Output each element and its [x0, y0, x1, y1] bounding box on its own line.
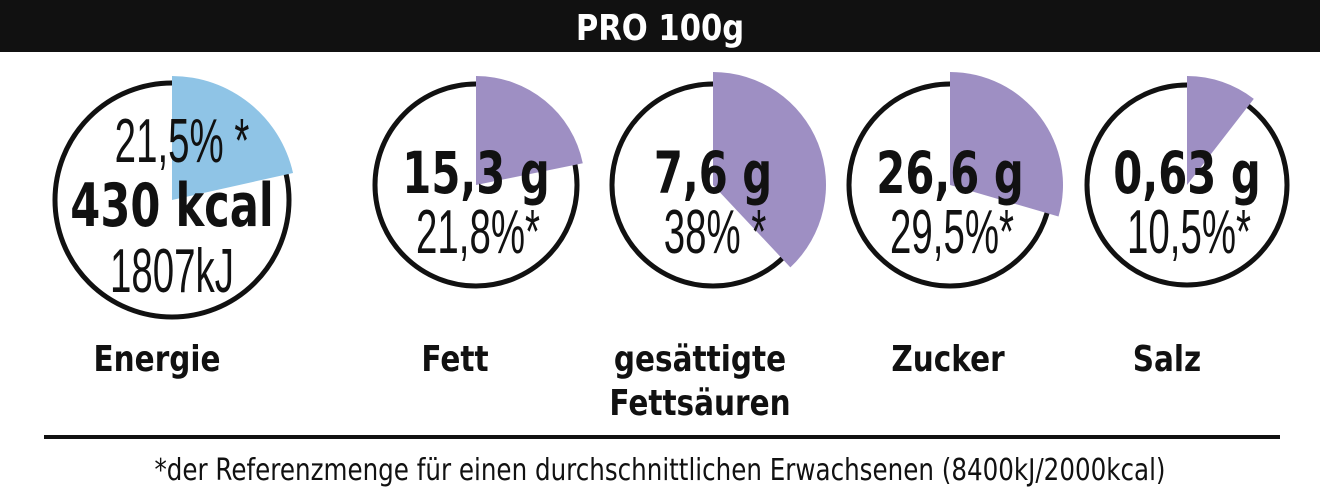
nutrient-label: gesättigte — [614, 337, 786, 380]
percent-text: 38% * — [664, 197, 767, 267]
amount-text: 26,6 g — [876, 139, 1023, 207]
nutrient-label: Salz — [1133, 337, 1201, 380]
header-bar — [0, 0, 1320, 52]
percent-text: 21,5% * — [115, 106, 250, 176]
energy-kj: 1807kJ — [110, 236, 234, 306]
nutrient-label: Fett — [421, 337, 488, 380]
percent-wedge — [713, 72, 826, 268]
amount-text: 15,3 g — [402, 139, 549, 207]
energy-kcal: 430 kcal — [70, 171, 273, 241]
nutrient-label-line2: Fettsäuren — [609, 381, 790, 424]
percent-text: 21,8%* — [416, 197, 540, 267]
percent-text: 10,5%* — [1127, 197, 1251, 267]
percent-wedge — [1187, 76, 1254, 185]
footnote: *der Referenzmenge für einen durchschnit… — [154, 454, 1165, 488]
nutrient-0 — [52, 76, 294, 320]
nutrient-2 — [609, 72, 826, 289]
percent-wedge — [950, 72, 1063, 217]
percent-wedge — [172, 76, 294, 200]
amount-text: 0,63 g — [1113, 139, 1260, 207]
nutrient-1 — [372, 76, 583, 289]
nutrient-3 — [846, 72, 1063, 289]
percent-text: 29,5%* — [890, 197, 1014, 267]
nutrient-label: Energie — [94, 337, 221, 380]
nutrient-label: Zucker — [891, 337, 1005, 380]
percent-wedge — [476, 76, 583, 185]
amount-text: 7,6 g — [654, 139, 772, 207]
header-title: PRO 100g — [576, 7, 744, 49]
